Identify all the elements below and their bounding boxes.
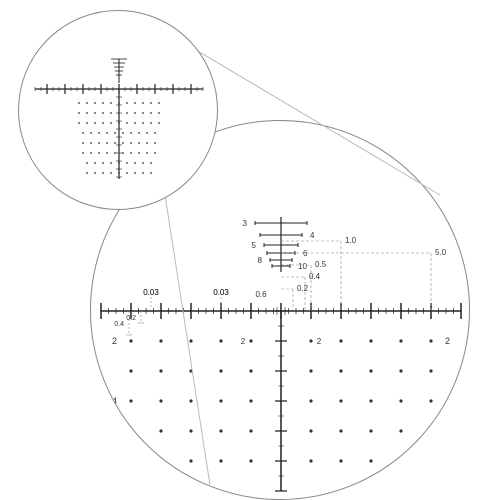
reticle-diagram: 34568101.05.00.50.40.20.030.030.030.030.… (0, 0, 500, 500)
reticle-small-view (18, 10, 218, 210)
